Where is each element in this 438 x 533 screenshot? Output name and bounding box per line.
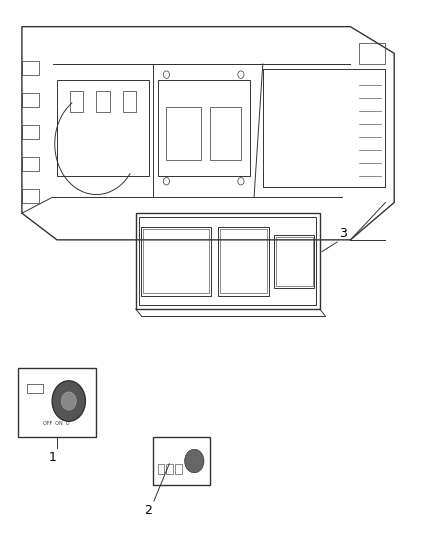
Bar: [359, 43, 385, 64]
Bar: [22, 157, 39, 171]
Text: 3: 3: [339, 227, 347, 240]
Bar: [218, 227, 269, 296]
Bar: [166, 107, 201, 160]
Circle shape: [185, 449, 204, 473]
Bar: [175, 464, 182, 474]
Text: 1: 1: [49, 451, 57, 464]
Bar: [22, 61, 39, 75]
Bar: [158, 464, 164, 474]
Bar: [18, 368, 96, 437]
Bar: [136, 213, 320, 309]
Text: OFF  ON  O: OFF ON O: [43, 421, 69, 425]
Bar: [70, 91, 83, 112]
Bar: [220, 229, 267, 293]
Bar: [276, 237, 313, 286]
Bar: [166, 464, 173, 474]
Bar: [139, 217, 316, 305]
Bar: [210, 107, 241, 160]
Bar: [123, 91, 136, 112]
Bar: [22, 189, 39, 203]
Text: 2: 2: [145, 504, 152, 518]
Bar: [274, 235, 314, 288]
Circle shape: [61, 392, 76, 410]
Bar: [96, 91, 110, 112]
Circle shape: [52, 381, 85, 421]
Bar: [22, 93, 39, 107]
Bar: [141, 227, 211, 296]
Bar: [22, 125, 39, 139]
Bar: [143, 229, 209, 293]
Bar: [153, 437, 210, 485]
Bar: [27, 384, 43, 393]
